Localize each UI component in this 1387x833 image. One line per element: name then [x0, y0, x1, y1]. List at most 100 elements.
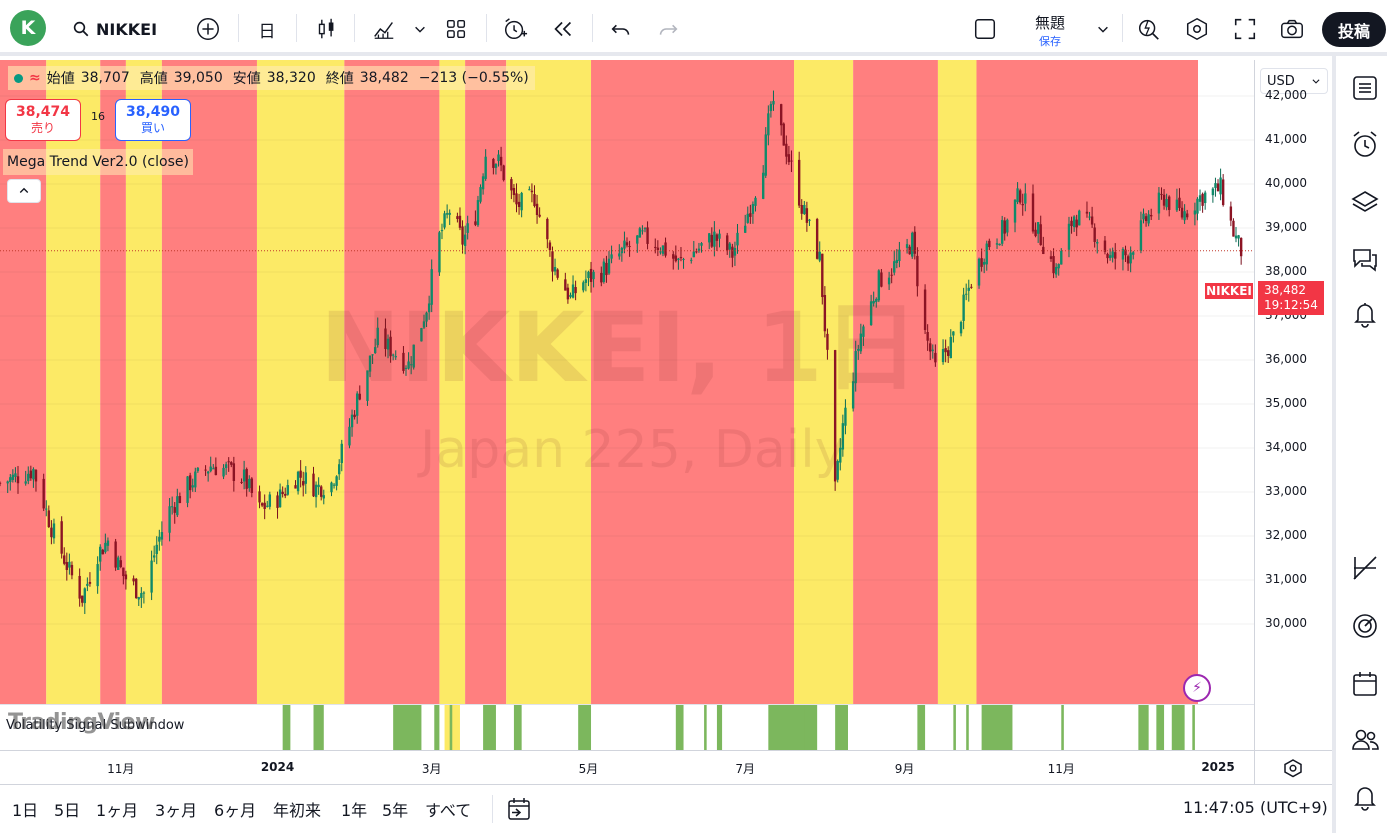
- save-layout-button[interactable]: 無題 保存: [1016, 10, 1084, 50]
- candle-body: [474, 221, 477, 225]
- candle-body: [970, 286, 973, 288]
- currency-select[interactable]: USD: [1260, 68, 1328, 94]
- candle-body: [839, 447, 842, 463]
- watchlist-button[interactable]: [1349, 72, 1381, 104]
- range-button[interactable]: 3ヶ月: [155, 801, 198, 820]
- candle-body: [582, 282, 585, 291]
- notifications-button[interactable]: [1349, 298, 1381, 330]
- timezone-clock[interactable]: 11:47:05 (UTC+9): [1183, 798, 1328, 817]
- symbol-watermark: NIKKEI, 1日: [320, 292, 919, 404]
- candle-body: [844, 407, 847, 426]
- buy-label: 買い: [140, 121, 165, 135]
- candle-body: [1054, 266, 1058, 275]
- compare-add-button[interactable]: [194, 15, 222, 43]
- candle-body: [1106, 253, 1109, 259]
- help-notifications-button[interactable]: [1349, 781, 1381, 813]
- candle-body: [366, 370, 369, 401]
- candle-body: [764, 134, 767, 176]
- lightning-icon[interactable]: ⚡: [1183, 674, 1211, 702]
- candle-body: [1175, 199, 1179, 211]
- candle-body: [445, 213, 449, 215]
- candle-body: [911, 232, 914, 257]
- goto-date-button[interactable]: [505, 795, 533, 823]
- signal-bar: [483, 705, 496, 750]
- candle-body: [45, 508, 48, 510]
- sell-button[interactable]: 38,474 売り: [5, 99, 81, 141]
- market-status-dot[interactable]: [14, 73, 23, 83]
- candle-body: [988, 240, 991, 248]
- snapshot-button[interactable]: [1277, 15, 1307, 43]
- candle-body: [836, 460, 839, 480]
- fullscreen-button[interactable]: [1231, 15, 1259, 43]
- range-button[interactable]: 5日: [54, 801, 81, 820]
- candle-body: [122, 567, 125, 577]
- tradingview-logo[interactable]: TradingView: [8, 710, 155, 735]
- candle-body: [515, 193, 518, 205]
- settings-button[interactable]: [1183, 15, 1211, 43]
- save-label: 保存: [1039, 34, 1061, 48]
- redo-button[interactable]: [654, 15, 682, 43]
- axis-settings-button[interactable]: [1280, 757, 1306, 779]
- subpane-title[interactable]: Volatility Signal Subwindow: [6, 718, 185, 733]
- user-avatar[interactable]: K: [10, 10, 46, 46]
- candle-body: [1193, 210, 1197, 215]
- drawing-tools-button[interactable]: [1349, 552, 1381, 584]
- sell-label: 売り: [30, 121, 55, 135]
- alert-button[interactable]: [500, 15, 530, 43]
- candle-body: [86, 583, 89, 586]
- candle-body: [584, 279, 588, 283]
- candle-body: [887, 277, 891, 285]
- layout-menu-dropdown[interactable]: [1094, 20, 1112, 38]
- signal-bar: [835, 705, 848, 750]
- range-button[interactable]: 6ヶ月: [214, 801, 257, 820]
- buy-button[interactable]: 38,490 買い: [115, 99, 191, 141]
- range-button[interactable]: 5年: [382, 801, 409, 820]
- candle-body: [551, 251, 554, 272]
- layouts-button[interactable]: [442, 15, 470, 43]
- range-button[interactable]: 1ヶ月: [96, 801, 139, 820]
- candle-body: [934, 352, 937, 363]
- zone-yellow: [937, 60, 977, 704]
- time-axis[interactable]: 11月 2024 3月 5月 7月 9月 11月 2025: [0, 750, 1254, 784]
- candle-body: [607, 258, 611, 274]
- candle-body: [304, 472, 307, 484]
- interval-button[interactable]: 日: [258, 21, 276, 42]
- quick-search-button[interactable]: [1135, 15, 1163, 43]
- candle-body: [458, 215, 462, 228]
- signal-bar: [1061, 705, 1064, 750]
- zone-yellow: [256, 60, 345, 704]
- range-button[interactable]: 年初来: [273, 801, 322, 820]
- dom-button[interactable]: [1349, 610, 1381, 642]
- candle-body: [152, 555, 156, 558]
- object-tree-button[interactable]: [1349, 186, 1381, 218]
- collapse-legend-button[interactable]: [7, 179, 41, 203]
- indicator-legend[interactable]: Mega Trend Ver2.0 (close): [3, 149, 193, 175]
- candle-body: [916, 255, 919, 287]
- range-button[interactable]: 1年: [341, 801, 368, 820]
- indicators-button[interactable]: [370, 15, 398, 43]
- alerts-button[interactable]: [1349, 128, 1381, 160]
- candle-body: [368, 355, 372, 372]
- community-button[interactable]: [1349, 724, 1381, 756]
- chart-type-button[interactable]: [312, 15, 340, 43]
- publish-button[interactable]: 投稿: [1322, 12, 1386, 47]
- chats-button[interactable]: [1349, 244, 1381, 276]
- candle-body: [1052, 256, 1055, 274]
- candle-body: [425, 312, 428, 322]
- indicators-dropdown[interactable]: [412, 20, 428, 38]
- layout-square-button[interactable]: [971, 15, 999, 43]
- price-tick-label: 36,000: [1265, 352, 1307, 366]
- candle-body: [34, 469, 38, 482]
- rewind-icon: [554, 21, 572, 37]
- replay-button[interactable]: [549, 15, 577, 43]
- calendar-button[interactable]: [1349, 668, 1381, 700]
- undo-button[interactable]: [607, 15, 635, 43]
- range-button[interactable]: すべて: [425, 801, 472, 820]
- volatility-subpane[interactable]: Volatility Signal Subwindow TradingView: [0, 704, 1254, 750]
- candle-body: [1090, 216, 1094, 225]
- symbol-search-button[interactable]: NIKKEI: [72, 14, 167, 44]
- candle-body: [533, 194, 536, 207]
- price-axis[interactable]: USD 42,000 41,000 40,000 39,000 38,000 37,000…: [1254, 60, 1332, 750]
- range-button[interactable]: 1日: [12, 801, 39, 820]
- grid-icon: [446, 19, 466, 39]
